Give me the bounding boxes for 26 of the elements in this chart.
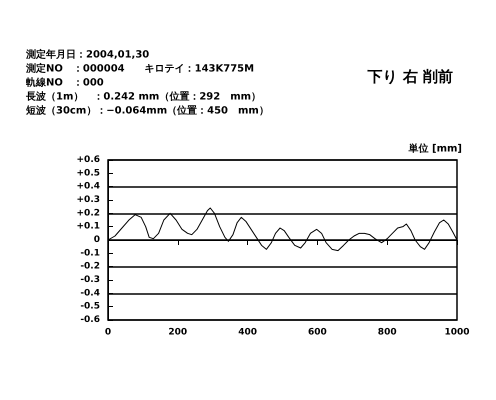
y-tick-label: +0.1	[76, 222, 100, 232]
y-tick-label: -0.5	[80, 302, 100, 312]
y-tick-label: -0.4	[80, 288, 100, 298]
chart-title: 下り 右 削前	[366, 68, 454, 86]
x-tick-label: 600	[308, 328, 327, 338]
y-tick-label: -0.1	[80, 248, 100, 258]
y-tick-label: +0.3	[76, 195, 100, 205]
y-tick-label: -0.6	[80, 315, 100, 325]
y-tick-label: +0.2	[76, 208, 100, 218]
x-tick-label: 0	[104, 328, 112, 338]
text: 軌線NO ：000	[25, 76, 104, 88]
x-tick-label: 200	[168, 328, 188, 338]
y-tick-label: -0.2	[80, 262, 100, 272]
y-tick-label: 0	[94, 235, 100, 245]
text: 短波（30cm）：−0.064mm（位置：450 mm）	[25, 104, 269, 116]
y-tick-label: -0.3	[80, 275, 100, 285]
text: 長波（1m） ：0.242 mm（位置：292 mm）	[25, 90, 262, 102]
y-tick-label: +0.4	[76, 182, 100, 192]
y-axis-title: 単位 [mm]	[408, 142, 462, 154]
x-tick-label: 1000	[444, 328, 470, 338]
text: 測定年月日：2004,01,30	[25, 48, 150, 60]
text: 測定NO ：000004 キロテイ：143K775M	[25, 62, 254, 74]
x-tick-label: 400	[238, 328, 257, 338]
y-tick-label: +0.6	[76, 155, 100, 165]
x-tick-label: 800	[378, 328, 397, 338]
y-tick-label: +0.5	[76, 168, 100, 178]
